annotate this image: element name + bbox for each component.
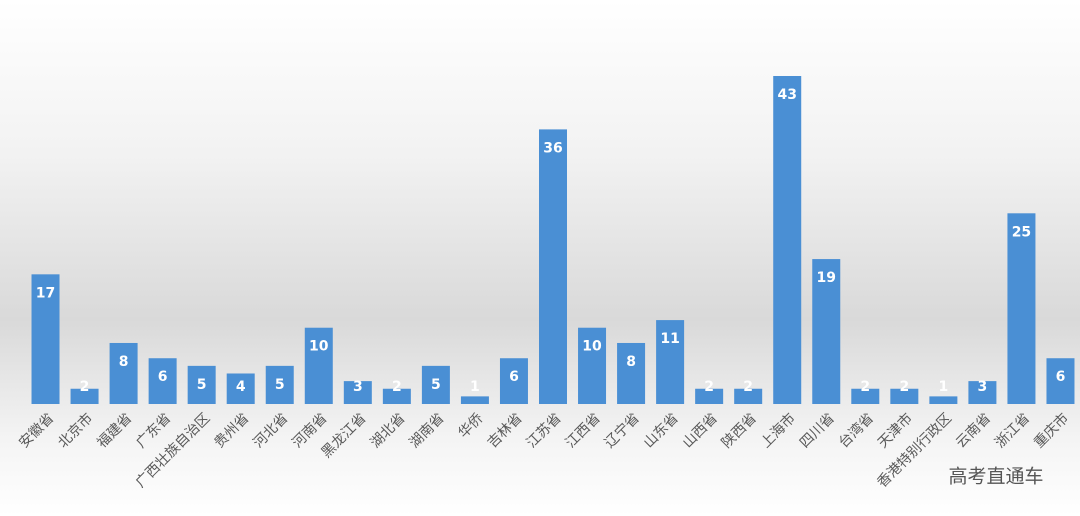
value-label: 2	[743, 379, 753, 395]
value-label: 25	[1012, 224, 1031, 240]
bar	[1046, 358, 1075, 404]
x-tick-label: 辽宁省	[601, 410, 643, 452]
bar	[304, 327, 333, 404]
bar	[617, 342, 646, 404]
value-label: 1	[938, 379, 948, 395]
bar	[1007, 213, 1036, 404]
x-tick-label: 河北省	[250, 410, 291, 451]
bar	[382, 388, 411, 404]
value-label: 6	[1056, 369, 1066, 385]
x-tick-label: 山东省	[641, 410, 682, 451]
x-tick-label: 湖北省	[367, 410, 408, 451]
value-label: 8	[119, 354, 129, 370]
bar	[421, 365, 450, 404]
bar	[929, 396, 958, 404]
value-label: 43	[777, 87, 796, 103]
bar	[890, 388, 919, 404]
x-tick-label: 湖南省	[407, 410, 448, 451]
bar	[343, 381, 372, 404]
bar	[695, 388, 724, 404]
x-tick-label: 重庆市	[1030, 410, 1072, 452]
bar	[578, 327, 607, 404]
x-tick-label: 北京市	[54, 410, 96, 452]
value-label: 3	[353, 379, 363, 395]
bar	[734, 388, 763, 404]
value-label: 5	[197, 377, 207, 393]
x-tick-label: 山西省	[680, 410, 721, 451]
x-tick-label: 安徽省	[16, 410, 57, 451]
x-tick-label: 贵州省	[211, 410, 252, 451]
bar	[31, 274, 60, 404]
bar	[851, 388, 880, 404]
value-label: 6	[158, 369, 168, 385]
x-tick-label: 四川省	[797, 410, 838, 451]
bar	[812, 259, 841, 404]
x-tick-label: 江西省	[563, 410, 604, 451]
value-label: 19	[817, 270, 836, 286]
value-label: 5	[275, 377, 285, 393]
value-label: 4	[236, 379, 246, 395]
x-tick-label: 云南省	[953, 410, 994, 451]
bar	[499, 358, 528, 404]
bar	[656, 320, 685, 404]
x-tick-label: 华侨	[455, 410, 486, 441]
value-label: 11	[660, 331, 679, 347]
bar	[148, 358, 177, 404]
bar	[539, 129, 567, 404]
bar	[460, 396, 489, 404]
x-tick-label: 上海市	[757, 410, 799, 452]
value-label: 36	[543, 140, 562, 156]
value-label: 2	[899, 379, 909, 395]
value-label: 3	[978, 379, 988, 395]
x-tick-label: 福建省	[94, 410, 135, 451]
value-label: 2	[392, 379, 402, 395]
bar	[226, 373, 255, 404]
x-tick-label: 台湾省	[835, 410, 877, 452]
value-label: 2	[704, 379, 714, 395]
value-label: 6	[509, 369, 519, 385]
value-label: 17	[36, 285, 55, 301]
value-label: 8	[626, 354, 636, 370]
watermark: 高考直通车	[948, 466, 1043, 488]
bar	[773, 76, 802, 404]
x-tick-label: 吉林省	[485, 410, 526, 451]
value-label: 1	[470, 379, 480, 395]
bar	[265, 365, 294, 404]
value-label: 2	[860, 379, 870, 395]
bar	[109, 342, 138, 404]
value-label: 5	[431, 377, 441, 393]
value-label: 10	[582, 339, 602, 355]
bar	[968, 381, 997, 404]
x-tick-label: 浙江省	[992, 410, 1033, 451]
x-tick-label: 江苏省	[524, 410, 565, 451]
x-tick-label: 陕西省	[719, 410, 760, 451]
value-label: 10	[309, 339, 329, 355]
bar	[70, 388, 99, 404]
value-label: 2	[80, 379, 90, 395]
bar	[187, 365, 216, 404]
